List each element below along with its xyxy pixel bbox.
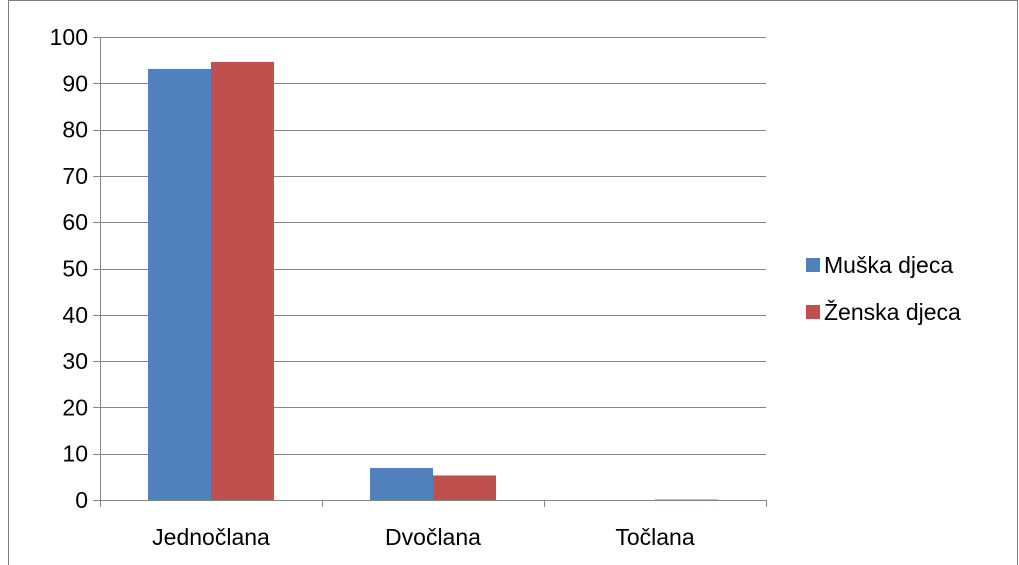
chart-border: [8, 0, 1018, 565]
legend: Muška djeca Ženska djeca: [806, 252, 961, 325]
legend-swatch: [806, 258, 820, 272]
y-tick-label: 50: [62, 256, 88, 282]
bar-muška-djeca-0: [148, 68, 211, 501]
bar-ženska-djeca-0: [211, 62, 274, 500]
x-category-label: Točlana: [615, 524, 694, 550]
legend-label: Muška djeca: [824, 252, 953, 278]
bar-muška-djeca-1: [370, 468, 433, 500]
y-tick-label: 0: [75, 487, 88, 513]
legend-swatch: [806, 305, 820, 319]
y-tick-label: 90: [62, 70, 88, 96]
y-tick-label: 70: [62, 163, 88, 189]
y-tick-label: 60: [62, 209, 88, 235]
y-tick-label: 10: [62, 441, 88, 467]
y-tick-label: 30: [62, 348, 88, 374]
x-category-label: Dvočlana: [385, 524, 481, 550]
legend-label: Ženska djeca: [824, 299, 961, 325]
y-tick-label: 100: [50, 24, 88, 50]
bar-ženska-djeca-1: [433, 475, 496, 500]
bars: [148, 62, 718, 501]
y-tick-label: 80: [62, 117, 88, 143]
y-axis: 0 10 20 30 40 50 60 70 80 90 100: [50, 24, 101, 513]
x-axis: Jednočlana Dvočlana Točlana: [100, 500, 767, 550]
y-tick-label: 20: [62, 394, 88, 420]
y-tick-label: 40: [62, 302, 88, 328]
x-category-label: Jednočlana: [152, 524, 270, 550]
